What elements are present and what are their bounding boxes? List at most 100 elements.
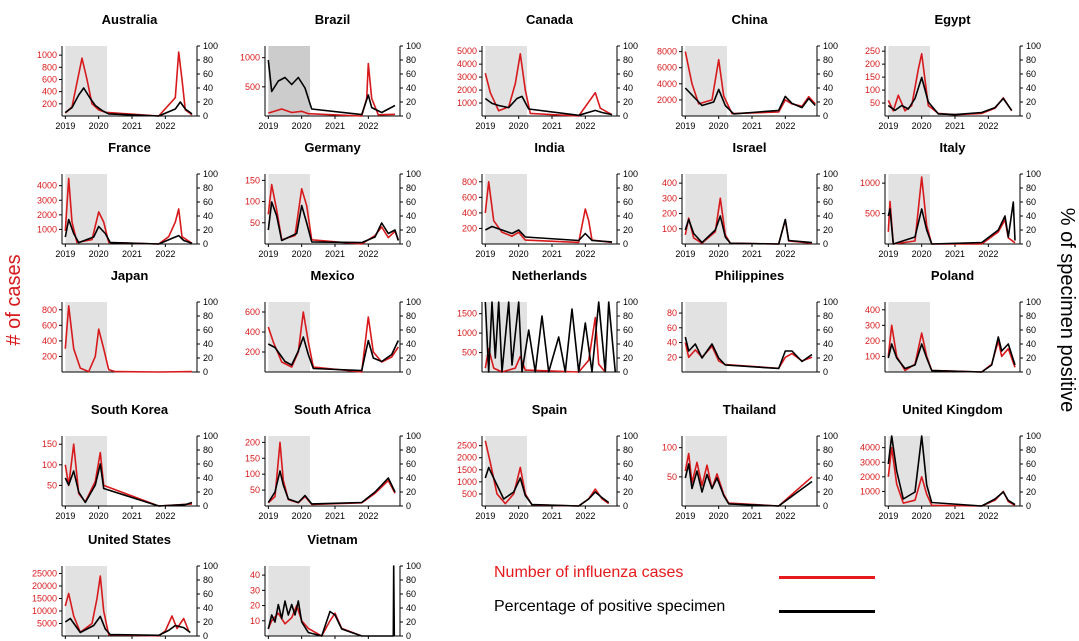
right-tick-label: 100 bbox=[406, 297, 421, 307]
right-tick-label: 0 bbox=[623, 367, 628, 377]
right-tick-label: 0 bbox=[203, 239, 208, 249]
panel-title: Spain bbox=[532, 402, 567, 417]
x-tick-label: 2021 bbox=[742, 249, 762, 259]
left-tick-label: 50 bbox=[47, 480, 57, 490]
right-tick-label: 0 bbox=[623, 239, 628, 249]
x-tick-label: 2020 bbox=[292, 511, 312, 521]
x-tick-label: 2021 bbox=[542, 121, 562, 131]
right-tick-label: 0 bbox=[823, 501, 828, 511]
series-line-positive bbox=[64, 87, 193, 117]
right-tick-label: 40 bbox=[406, 603, 416, 613]
right-tick-label: 40 bbox=[1026, 339, 1036, 349]
panel-title: Mexico bbox=[310, 268, 354, 283]
right-tick-label: 40 bbox=[203, 473, 213, 483]
x-tick-label: 2022 bbox=[155, 121, 175, 131]
panel-south-korea: South Korea 50 100 150 0 20 40 60 80 100 2019 2020 2… bbox=[42, 402, 218, 521]
panel-title: Israel bbox=[733, 140, 767, 155]
left-tick-label: 100 bbox=[662, 443, 677, 453]
left-tick-label: 1000 bbox=[457, 477, 477, 487]
left-tick-label: 15000 bbox=[32, 594, 57, 604]
left-tick-label: 1000 bbox=[37, 224, 57, 234]
shaded-period bbox=[65, 174, 107, 244]
right-tick-label: 20 bbox=[623, 97, 633, 107]
left-tick-label: 1000 bbox=[37, 50, 57, 60]
left-tick-label: 5000 bbox=[37, 619, 57, 629]
x-tick-label: 2019 bbox=[475, 249, 495, 259]
series-line-positive bbox=[64, 218, 193, 245]
x-tick-label: 2020 bbox=[292, 121, 312, 131]
x-tick-label: 2019 bbox=[258, 121, 278, 131]
right-tick-label: 60 bbox=[623, 459, 633, 469]
x-tick-label: 2022 bbox=[155, 249, 175, 259]
series-line-positive bbox=[267, 336, 400, 372]
left-tick-label: 600 bbox=[42, 74, 57, 84]
series-line-positive bbox=[267, 565, 396, 637]
left-tick-label: 3000 bbox=[37, 195, 57, 205]
right-tick-label: 80 bbox=[823, 55, 833, 65]
right-tick-label: 40 bbox=[623, 83, 633, 93]
right-tick-label: 20 bbox=[1026, 487, 1036, 497]
right-tick-label: 0 bbox=[1026, 367, 1031, 377]
right-tick-label: 60 bbox=[823, 69, 833, 79]
x-tick-label: 2022 bbox=[575, 249, 595, 259]
panel-egypt: Egypt 50 100 150 200 250 0 20 40 60 80 100 2019 2020 2… bbox=[865, 12, 1041, 131]
x-tick-label: 2019 bbox=[258, 249, 278, 259]
x-tick-label: 2020 bbox=[89, 121, 109, 131]
left-tick-label: 3000 bbox=[457, 72, 477, 82]
x-tick-label: 2021 bbox=[122, 121, 142, 131]
right-tick-label: 60 bbox=[203, 459, 213, 469]
x-tick-label: 2022 bbox=[978, 511, 998, 521]
x-tick-label: 2022 bbox=[575, 121, 595, 131]
x-tick-label: 2019 bbox=[475, 121, 495, 131]
right-tick-label: 20 bbox=[406, 487, 416, 497]
series-line-cases bbox=[684, 342, 813, 370]
right-tick-label: 60 bbox=[1026, 69, 1036, 79]
left-tick-label: 250 bbox=[865, 46, 880, 56]
panel-united-kingdom: United Kingdom 1000 2000 3000 4000 0 20 40 60 80 1… bbox=[860, 402, 1041, 521]
right-tick-label: 0 bbox=[823, 111, 828, 121]
left-tick-label: 200 bbox=[245, 347, 260, 357]
left-tick-label: 100 bbox=[662, 224, 677, 234]
series-line-cases bbox=[484, 181, 613, 244]
left-tick-label: 200 bbox=[42, 351, 57, 361]
right-tick-label: 0 bbox=[406, 501, 411, 511]
right-tick-label: 0 bbox=[823, 367, 828, 377]
right-tick-label: 20 bbox=[1026, 225, 1036, 235]
panel-title: Italy bbox=[939, 140, 966, 155]
x-tick-label: 2022 bbox=[775, 121, 795, 131]
series-line-positive bbox=[484, 301, 617, 373]
right-tick-label: 60 bbox=[406, 197, 416, 207]
right-tick-label: 100 bbox=[1026, 297, 1041, 307]
left-tick-label: 200 bbox=[865, 59, 880, 69]
left-tick-label: 300 bbox=[662, 193, 677, 203]
left-tick-label: 2000 bbox=[860, 472, 880, 482]
right-tick-label: 60 bbox=[203, 69, 213, 79]
left-tick-label: 2000 bbox=[657, 95, 677, 105]
left-tick-label: 150 bbox=[865, 72, 880, 82]
right-tick-label: 60 bbox=[623, 197, 633, 207]
right-tick-label: 20 bbox=[1026, 353, 1036, 363]
left-tick-label: 40 bbox=[667, 338, 677, 348]
panel-poland: Poland 100 200 300 400 0 20 40 60 80 100 bbox=[865, 268, 1041, 377]
right-tick-label: 0 bbox=[1026, 239, 1031, 249]
left-tick-label: 100 bbox=[42, 460, 57, 470]
panel-philippines: Philippines 20 40 60 80 0 20 40 60 80 100 bbox=[667, 268, 838, 377]
right-tick-label: 40 bbox=[823, 473, 833, 483]
series-line-cases bbox=[64, 177, 193, 245]
panel-title: India bbox=[534, 140, 565, 155]
right-tick-label: 80 bbox=[623, 445, 633, 455]
panel-japan: Japan 200 400 600 800 0 20 40 60 80 100 bbox=[42, 268, 218, 377]
panel-title: United States bbox=[88, 532, 171, 547]
x-tick-label: 2021 bbox=[325, 249, 345, 259]
right-tick-label: 0 bbox=[203, 111, 208, 121]
left-tick-label: 1000 bbox=[240, 53, 260, 63]
right-tick-label: 60 bbox=[1026, 197, 1036, 207]
right-tick-label: 40 bbox=[203, 211, 213, 221]
panel-title: South Africa bbox=[294, 402, 372, 417]
right-tick-label: 20 bbox=[623, 487, 633, 497]
left-tick-label: 50 bbox=[250, 485, 260, 495]
left-tick-label: 150 bbox=[245, 453, 260, 463]
right-tick-label: 100 bbox=[1026, 41, 1041, 51]
left-tick-label: 2500 bbox=[457, 441, 477, 451]
right-tick-label: 80 bbox=[823, 445, 833, 455]
